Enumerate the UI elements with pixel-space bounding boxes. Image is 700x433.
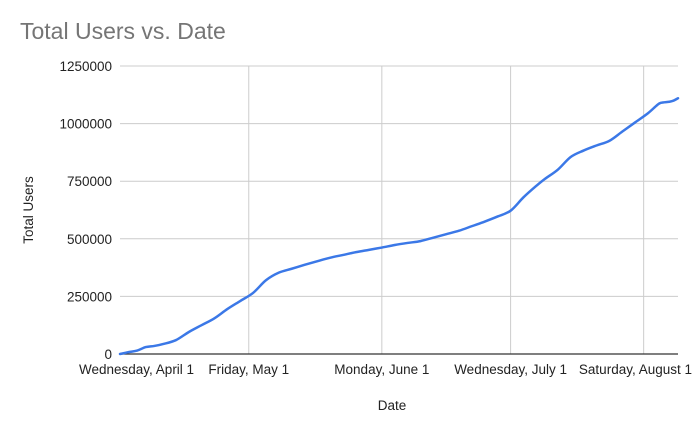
x-tick-label: Saturday, August 1	[579, 362, 692, 377]
x-axis-label: Date	[378, 398, 407, 413]
y-tick-label: 750000	[67, 174, 112, 189]
chart-title: Total Users vs. Date	[20, 18, 226, 44]
y-tick-label: 250000	[67, 289, 112, 304]
y-tick-label: 500000	[67, 232, 112, 247]
y-tick-label: 1000000	[59, 117, 112, 132]
y-axis-ticks: 0 250000 500000 750000 1000000 1250000	[59, 59, 112, 362]
x-tick-label: Monday, June 1	[334, 362, 429, 377]
y-tick-label: 0	[104, 347, 112, 362]
y-tick-label: 1250000	[59, 59, 112, 74]
series-line-total-users	[118, 97, 680, 356]
x-tick-label: Friday, May 1	[208, 362, 289, 377]
x-axis-ticks: Wednesday, April 1 Friday, May 1 Monday, J…	[79, 362, 692, 377]
y-axis-label: Total Users	[21, 176, 36, 244]
gridlines	[120, 65, 678, 354]
x-tick-label: Wednesday, April 1	[79, 362, 194, 377]
x-tick-label: Wednesday, July 1	[454, 362, 567, 377]
